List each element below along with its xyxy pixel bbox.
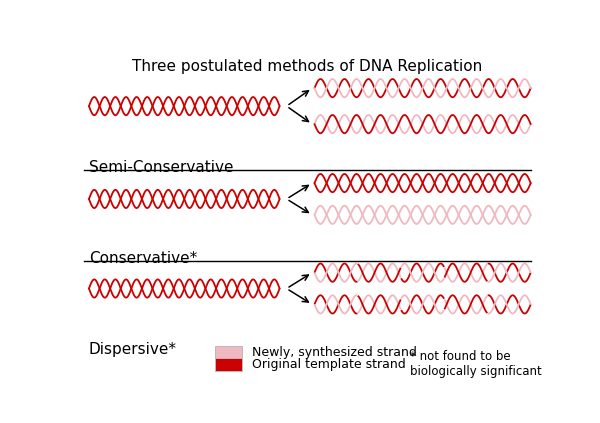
Text: Three postulated methods of DNA Replication: Three postulated methods of DNA Replicat… [133,59,482,74]
Text: Conservative*: Conservative* [89,251,197,266]
Bar [215,346,242,359]
Bar [215,357,242,371]
Text: Newly, synthesized strand: Newly, synthesized strand [252,346,416,359]
Text: Semi-Conservative: Semi-Conservative [89,160,233,175]
Text: Original template strand: Original template strand [252,357,406,371]
Text: * not found to be
biologically significant: * not found to be biologically significa… [410,350,542,378]
Text: Dispersive*: Dispersive* [89,342,177,357]
